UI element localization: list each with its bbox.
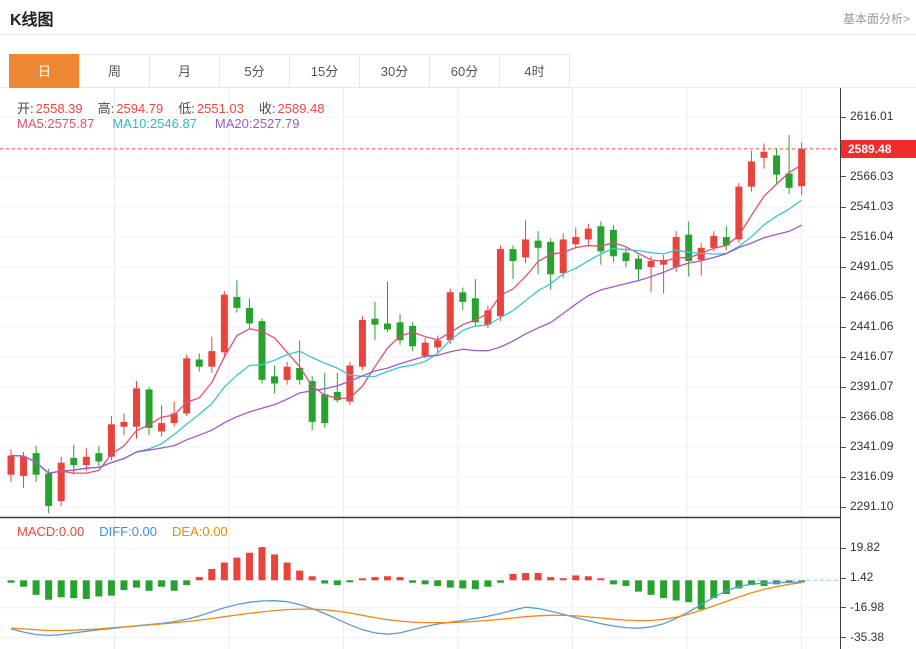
page-title: K线图 (10, 12, 54, 29)
axis-tick (841, 446, 846, 448)
price-axis-label: 2291.10 (850, 499, 894, 514)
axis-tick (841, 476, 846, 478)
axis-tick (841, 176, 846, 178)
legend-item: MACD:0.00 (17, 524, 85, 539)
tab-30分[interactable]: 30分 (359, 54, 430, 88)
axis-tick (841, 637, 846, 639)
price-axis-label: 2416.07 (850, 349, 894, 363)
macd-axis-label: -35.38 (850, 629, 885, 644)
macd-axis-label: 1.42 (850, 570, 874, 584)
price-axis-label: 2541.03 (850, 199, 894, 213)
tab-4时[interactable]: 4时 (499, 54, 570, 88)
legend-item: MA10:2546.87 (112, 116, 197, 131)
interval-tabs: 日周月 5分 15分 30分 60分 4时 (9, 54, 570, 88)
header-divider (0, 34, 916, 35)
axis-tick (841, 266, 846, 268)
fundamental-analysis-link[interactable]: 基本面分析> (842, 12, 910, 26)
axis-tick (841, 296, 846, 298)
price-axis-label: 2391.07 (850, 379, 894, 394)
tab-60分[interactable]: 60分 (429, 54, 500, 88)
price-axis-label: 2366.08 (850, 409, 894, 424)
axis-tick (841, 547, 846, 549)
last-price-badge: 2589.48 (841, 139, 916, 158)
tab-15分[interactable]: 15分 (289, 54, 360, 88)
legend-item: MA5:2575.87 (17, 116, 95, 131)
price-axis-label: 2316.09 (850, 469, 894, 484)
tab-周[interactable]: 周 (79, 54, 150, 88)
candlestick-chart[interactable] (0, 88, 840, 519)
axis-tick (841, 577, 846, 579)
price-axis-label: 2516.04 (850, 229, 894, 243)
price-axis-label: 2466.05 (850, 289, 894, 303)
ohlc-readout: 开: 2558.39 高: 2594.79 低: 2551.03 收: 2589.48 (17, 98, 325, 117)
legend-item: 高: 2594.79 (97, 101, 164, 116)
price-axis: 2616.01 2566.03 2541.03 2516.04 2491.05 2466.… (840, 88, 916, 649)
legend-item: 收: 2589.48 (258, 101, 325, 116)
price-axis-label: 2341.09 (850, 439, 894, 453)
tab-日[interactable]: 日 (9, 54, 80, 88)
legend-item: DIFF:0.00 (99, 524, 158, 539)
axis-tick (841, 607, 846, 609)
price-axis-label: 2566.03 (850, 168, 894, 183)
axis-tick (841, 206, 846, 208)
price-axis-label: 2441.06 (850, 319, 894, 333)
axis-tick (841, 386, 846, 388)
legend-item: 低: 2551.03 (178, 101, 244, 116)
price-axis-label: 2491.05 (850, 259, 894, 273)
axis-tick (841, 116, 846, 118)
legend-item: 开: 2558.39 (17, 101, 83, 116)
axis-tick (841, 236, 846, 238)
axis-tick (841, 416, 846, 418)
macd-axis-label: 19.82 (850, 540, 881, 555)
tab-5分[interactable]: 5分 (219, 54, 290, 88)
macd-readout: MACD:0.00 DIFF:0.00 DEA:0.00 (17, 524, 228, 539)
legend-item: DEA:0.00 (172, 524, 228, 539)
legend-item: MA20:2527.79 (214, 116, 300, 131)
price-axis-label: 2616.01 (850, 109, 894, 123)
macd-axis-label: -16.98 (850, 599, 885, 614)
macd-chart[interactable] (0, 519, 840, 649)
ma-readout: MA5:2575.87 MA10:2546.87 MA20:2527.79 (17, 116, 300, 131)
axis-tick (841, 326, 846, 328)
axis-tick (841, 506, 846, 508)
axis-tick (841, 356, 846, 358)
tab-月[interactable]: 月 (149, 54, 220, 88)
